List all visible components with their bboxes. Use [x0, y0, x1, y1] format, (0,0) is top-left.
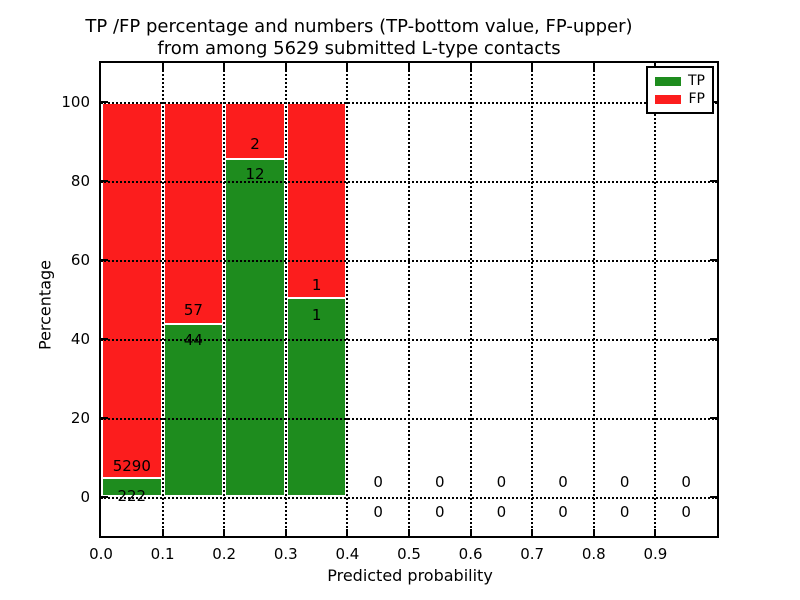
- gridline-x-0.6: [469, 63, 472, 536]
- tp-count-0.6-0.7: 0: [496, 502, 507, 521]
- x-tick-label-0.0: 0.0: [89, 545, 113, 563]
- tp-count-0.7-0.8: 0: [558, 502, 568, 521]
- xtick-bottom-0.4: [346, 529, 349, 536]
- stacked-bar-0-0.1: [101, 102, 163, 497]
- xtick-bottom-0.7: [531, 529, 534, 536]
- fp-segment: [164, 104, 223, 325]
- xtick-top-0.4: [346, 63, 349, 70]
- xtick-top-0.8: [592, 63, 595, 70]
- chart-title-line2: from among 5629 submitted L-type contact…: [157, 38, 561, 59]
- stacked-bar-0.1-0.2: [162, 102, 225, 497]
- fp-count-0.4-0.5: 0: [373, 472, 383, 491]
- fp-count-0.5-0.6: 0: [435, 472, 445, 491]
- tp-count-0.5-0.6: 0: [435, 502, 445, 521]
- gridline-x-0.8: [592, 63, 595, 536]
- gridline-x-0.2: [223, 63, 226, 536]
- ytick-right-0: [710, 495, 717, 498]
- gridline-x-0.9: [654, 63, 657, 536]
- ytick-left-100: [101, 101, 108, 104]
- y-tick-label-100: 100: [61, 93, 90, 112]
- ytick-right-60: [710, 259, 717, 262]
- legend: TP FP: [646, 66, 714, 114]
- x-tick-label-0.8: 0.8: [581, 545, 606, 563]
- fp-count-0.1-0.2: 57: [183, 300, 203, 319]
- fp-segment: [103, 104, 161, 479]
- tp-count-0.3-0.4: 1: [311, 305, 322, 324]
- fp-count-0.8-0.9: 0: [619, 472, 630, 491]
- xtick-top-0.5: [408, 63, 410, 70]
- chart-title-line1: TP /FP percentage and numbers (TP-bottom…: [85, 16, 633, 37]
- ytick-right-20: [710, 416, 717, 419]
- tp-count-0-0.1: 222: [117, 486, 147, 505]
- ytick-right-80: [710, 180, 717, 183]
- fp-count-0.3-0.4: 1: [311, 275, 322, 294]
- fp-segment: [287, 104, 346, 300]
- xtick-bottom-0.5: [408, 529, 410, 536]
- gridline-x-0.4: [346, 63, 349, 536]
- gridline-x-0.3: [284, 63, 287, 536]
- x-tick-label-0.6: 0.6: [458, 545, 483, 563]
- x-tick-label-0.4: 0.4: [335, 545, 360, 563]
- tp-count-0.4-0.5: 0: [373, 502, 383, 521]
- fp-count-0-0.1: 5290: [112, 456, 151, 475]
- gridline-x-0.7: [531, 63, 534, 536]
- x-axis-label: Predicted probability: [327, 566, 493, 585]
- ytick-left-40: [101, 337, 108, 340]
- legend-label-fp: FP: [688, 91, 706, 107]
- x-tick-label-0.2: 0.2: [212, 545, 237, 563]
- x-tick-label-0.3: 0.3: [273, 545, 298, 563]
- legend-item-fp: FP: [655, 92, 705, 106]
- plot-area: [99, 61, 719, 538]
- ytick-left-20: [101, 416, 108, 419]
- xtick-bottom-0.3: [284, 529, 287, 536]
- x-tick-label-0.1: 0.1: [150, 545, 175, 563]
- xtick-bottom-0.1: [161, 529, 164, 536]
- xtick-top-0.6: [469, 63, 472, 70]
- y-tick-label-80: 80: [70, 172, 90, 191]
- xtick-top-0.1: [161, 63, 164, 70]
- fp-segment: [226, 104, 284, 161]
- stacked-bar-0.2-0.3: [224, 102, 286, 497]
- stacked-bar-0.3-0.4: [285, 102, 348, 497]
- y-tick-label-60: 60: [70, 251, 90, 270]
- ytick-left-80: [101, 180, 108, 183]
- ytick-left-60: [101, 259, 108, 262]
- xtick-top-0.7: [531, 63, 534, 70]
- xtick-top-0.2: [223, 63, 226, 70]
- x-tick-label-0.9: 0.9: [643, 545, 668, 563]
- legend-item-tp: TP: [655, 74, 705, 88]
- xtick-bottom-0.2: [223, 529, 226, 536]
- tp-count-0.1-0.2: 44: [183, 330, 203, 349]
- gridline-x-0.1: [161, 63, 164, 536]
- gridline-x-0.5: [408, 63, 410, 536]
- y-tick-label-40: 40: [70, 329, 90, 348]
- fp-count-0.2-0.3: 2: [250, 134, 260, 153]
- legend-label-tp: TP: [688, 73, 705, 89]
- x-tick-label-0.5: 0.5: [397, 545, 421, 563]
- tp-count-0.9-1: 0: [681, 502, 691, 521]
- tp-color-swatch: [655, 76, 681, 86]
- xtick-bottom-0.9: [654, 529, 657, 536]
- xtick-top-0.3: [284, 63, 287, 70]
- y-tick-label-20: 20: [70, 408, 90, 427]
- xtick-bottom-0.8: [592, 529, 595, 536]
- fp-color-swatch: [655, 94, 681, 104]
- fp-count-0.9-1: 0: [681, 472, 691, 491]
- tp-count-0.2-0.3: 12: [245, 164, 265, 183]
- y-tick-label-0: 0: [80, 487, 90, 506]
- xtick-bottom-0.6: [469, 529, 472, 536]
- fp-count-0.7-0.8: 0: [558, 472, 568, 491]
- fp-count-0.6-0.7: 0: [496, 472, 507, 491]
- tp-count-0.8-0.9: 0: [619, 502, 630, 521]
- x-tick-label-0.7: 0.7: [520, 545, 545, 563]
- ytick-left-0: [101, 495, 108, 498]
- ytick-right-40: [710, 337, 717, 340]
